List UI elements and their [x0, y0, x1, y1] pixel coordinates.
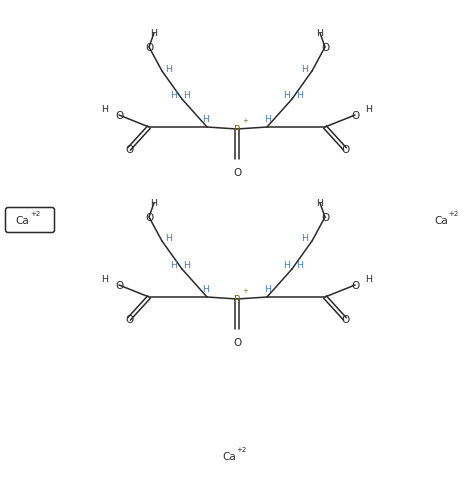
Text: P: P: [234, 294, 240, 304]
Text: O: O: [145, 212, 153, 223]
Text: H: H: [365, 275, 372, 284]
Text: O: O: [341, 314, 349, 324]
Text: H: H: [265, 114, 272, 123]
Text: O: O: [351, 280, 359, 290]
Text: H: H: [171, 260, 178, 269]
Text: H: H: [316, 30, 323, 38]
Text: O: O: [115, 111, 123, 121]
FancyBboxPatch shape: [6, 208, 55, 233]
Text: Ca: Ca: [222, 451, 236, 461]
Text: H: H: [265, 284, 272, 293]
Text: H: H: [165, 234, 172, 243]
Text: +2: +2: [30, 211, 40, 216]
Text: +: +: [242, 287, 248, 293]
Text: H: H: [296, 91, 304, 99]
Text: H: H: [102, 275, 108, 284]
Text: H: H: [302, 64, 308, 74]
Text: O: O: [233, 167, 241, 178]
Text: O: O: [125, 314, 133, 324]
Text: H: H: [102, 106, 108, 114]
Text: O: O: [233, 337, 241, 348]
Text: O: O: [125, 145, 133, 155]
Text: H: H: [296, 260, 304, 269]
Text: Ca: Ca: [434, 215, 448, 226]
Text: O: O: [341, 145, 349, 155]
Text: O: O: [321, 43, 329, 53]
Text: Ca: Ca: [15, 215, 29, 226]
Text: O: O: [115, 280, 123, 290]
Text: H: H: [284, 260, 291, 269]
Text: H: H: [151, 199, 158, 208]
Text: O: O: [145, 43, 153, 53]
Text: H: H: [183, 260, 190, 269]
Text: O: O: [351, 111, 359, 121]
Text: H: H: [302, 234, 308, 243]
Text: H: H: [202, 114, 209, 123]
Text: +: +: [242, 118, 248, 124]
Text: H: H: [284, 91, 291, 99]
Text: O: O: [321, 212, 329, 223]
Text: H: H: [151, 30, 158, 38]
Text: H: H: [316, 199, 323, 208]
Text: H: H: [171, 91, 178, 99]
Text: +2: +2: [236, 446, 246, 452]
Text: H: H: [183, 91, 190, 99]
Text: H: H: [165, 64, 172, 74]
Text: H: H: [365, 106, 372, 114]
Text: H: H: [202, 284, 209, 293]
Text: +2: +2: [448, 211, 458, 216]
Text: P: P: [234, 125, 240, 135]
